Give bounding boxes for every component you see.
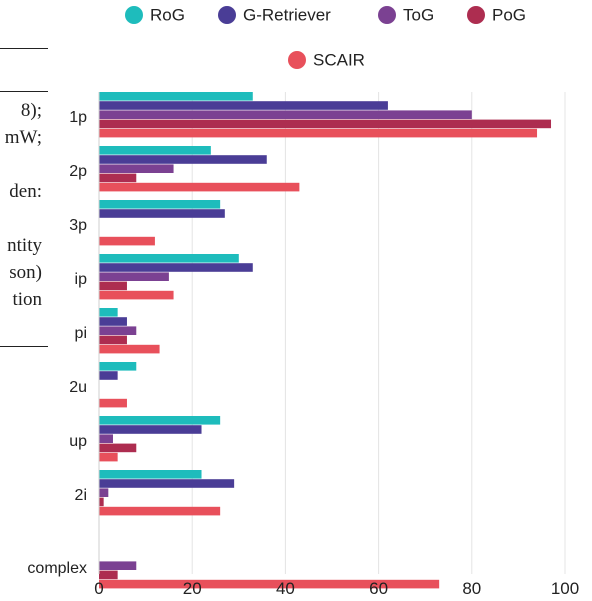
bar-2p-rog: [99, 146, 211, 155]
bar-3p-scair: [99, 236, 155, 246]
bar-2i-scair: [99, 506, 221, 516]
text-fragment-2: mW;: [4, 127, 42, 148]
text-fragment-3: den:: [9, 181, 42, 202]
bar-complex-scair: [99, 579, 440, 589]
bar-pi-rog: [99, 308, 118, 317]
bar-2i-g-retriever: [99, 479, 235, 488]
text-fragment-5: son): [9, 262, 42, 283]
x-tick-label-100: 100: [551, 579, 579, 598]
x-tick-label-20: 20: [183, 579, 202, 598]
text-fragment-4: ntity: [7, 235, 42, 256]
bar-2u-rog: [99, 362, 137, 371]
bar-ip-tog: [99, 272, 169, 281]
x-tick-label-80: 80: [462, 579, 481, 598]
category-label-up: up: [69, 433, 87, 450]
category-label-2p: 2p: [69, 163, 87, 180]
bar-2i-tog: [99, 488, 109, 497]
bar-pi-g-retriever: [99, 317, 127, 326]
bar-ip-rog: [99, 254, 239, 263]
legend-marker-tog: [378, 6, 396, 24]
bar-pi-pog: [99, 335, 127, 345]
bar-pi-tog: [99, 326, 137, 335]
category-label-1p: 1p: [69, 109, 87, 126]
bar-3p-rog: [99, 200, 221, 209]
bar-up-tog: [99, 434, 113, 443]
legend-label-tog: ToG: [403, 5, 434, 24]
bar-2i-pog: [99, 497, 104, 507]
bar-1p-pog: [99, 119, 552, 129]
table-rule-bottom: [0, 346, 48, 347]
legend-label-scair: SCAIR: [313, 50, 365, 69]
bar-2i-rog: [99, 470, 202, 479]
bar-ip-g-retriever: [99, 263, 253, 272]
bar-1p-tog: [99, 110, 472, 119]
table-rule-top: [0, 48, 48, 49]
x-tick-label-40: 40: [276, 579, 295, 598]
bar-up-rog: [99, 416, 221, 425]
bar-1p-scair: [99, 128, 538, 138]
text-fragment-6: tion: [12, 289, 42, 310]
bar-2p-g-retriever: [99, 155, 267, 164]
bar-ip-scair: [99, 290, 174, 300]
bar-2u-g-retriever: [99, 371, 118, 380]
bar-1p-g-retriever: [99, 101, 388, 110]
table-rule-mid: [0, 91, 48, 92]
bar-2p-scair: [99, 182, 300, 192]
legend-marker-scair: [288, 51, 306, 69]
bar-ip-pog: [99, 281, 127, 291]
category-label-pi: pi: [75, 325, 87, 342]
bar-2p-pog: [99, 173, 137, 183]
category-label-2u: 2u: [69, 379, 87, 396]
category-label-complex: complex: [27, 560, 87, 577]
legend-label-pog: PoG: [492, 5, 526, 24]
bar-complex-pog: [99, 570, 118, 580]
bar-2u-scair: [99, 398, 127, 408]
bar-up-pog: [99, 443, 137, 453]
bar-pi-scair: [99, 344, 160, 354]
bar-up-scair: [99, 452, 118, 462]
category-label-3p: 3p: [69, 217, 87, 234]
bar-complex-tog: [99, 561, 137, 570]
x-tick-label-0: 0: [94, 579, 103, 598]
legend-label-g-retriever: G-Retriever: [243, 5, 331, 24]
legend-label-rog: RoG: [150, 5, 185, 24]
legend-marker-pog: [467, 6, 485, 24]
bar-2p-tog: [99, 164, 174, 173]
legend-marker-rog: [125, 6, 143, 24]
legend-marker-g-retriever: [218, 6, 236, 24]
category-label-2i: 2i: [75, 487, 87, 504]
category-label-ip: ip: [75, 271, 88, 288]
x-tick-label-60: 60: [369, 579, 388, 598]
bar-3p-g-retriever: [99, 209, 225, 218]
bar-up-g-retriever: [99, 425, 202, 434]
bar-1p-rog: [99, 92, 253, 101]
text-fragment-1: 8);: [20, 100, 42, 121]
